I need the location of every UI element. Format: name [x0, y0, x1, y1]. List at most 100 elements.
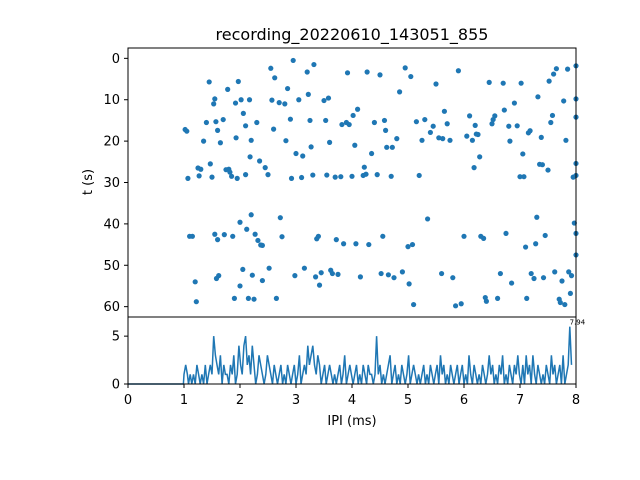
- scatter-point: [325, 95, 332, 101]
- scatter-point: [315, 233, 321, 239]
- scatter-point: [441, 108, 447, 114]
- scatter-point: [366, 241, 372, 248]
- scatter-panel: 0 10 20 30 40 50 60 t (s): [81, 47, 579, 318]
- scatter-y-axis-label: t (s): [81, 169, 96, 195]
- scatter-point: [254, 119, 260, 126]
- scatter-point: [352, 142, 358, 148]
- scatter-point: [212, 96, 218, 102]
- scatter-point: [300, 153, 306, 159]
- scatter-y-tick-label: 30: [103, 176, 120, 191]
- scatter-point: [189, 233, 195, 239]
- scatter-point: [533, 241, 539, 247]
- scatter-point: [311, 61, 317, 68]
- scatter-point: [292, 273, 298, 279]
- scatter-point: [251, 296, 257, 302]
- scatter-point: [450, 275, 456, 281]
- scatter-point: [329, 270, 335, 277]
- scatter-point: [279, 234, 285, 240]
- scatter-point: [559, 278, 565, 284]
- scatter-point: [534, 214, 540, 220]
- scatter-point: [323, 117, 329, 124]
- scatter-point: [307, 117, 313, 124]
- scatter-point: [243, 123, 249, 129]
- scatter-point: [566, 269, 572, 275]
- scatter-point: [247, 154, 253, 160]
- scatter-point: [185, 175, 191, 181]
- histogram-x-tick-label: 0: [124, 393, 132, 408]
- scatter-point: [483, 298, 489, 304]
- scatter-point: [381, 117, 388, 124]
- scatter-point: [237, 283, 243, 289]
- scatter-point: [495, 295, 501, 301]
- scatter-point: [244, 226, 250, 232]
- scatter-point: [318, 270, 324, 276]
- scatter-point: [521, 174, 527, 180]
- scatter-point: [388, 173, 394, 179]
- scatter-point: [539, 162, 546, 168]
- scatter-point: [548, 119, 554, 126]
- scatter-point: [500, 80, 506, 86]
- scatter-point: [259, 277, 265, 284]
- scatter-point: [305, 91, 311, 97]
- scatter-point: [193, 299, 199, 305]
- scatter-point: [378, 270, 384, 277]
- scatter-point: [277, 215, 283, 221]
- scatter-point: [245, 295, 251, 301]
- scatter-point: [234, 175, 240, 181]
- scatter-point: [273, 295, 279, 301]
- scatter-point: [406, 281, 412, 287]
- scatter-point: [192, 279, 198, 285]
- scatter-point: [213, 119, 219, 125]
- scatter-point: [489, 121, 495, 127]
- scatter-point: [238, 97, 244, 103]
- scatter-point: [563, 137, 569, 143]
- scatter-y-tick-label: 0: [112, 52, 120, 67]
- scatter-point: [503, 230, 509, 237]
- scatter-point: [553, 66, 560, 72]
- scatter-point: [266, 265, 272, 271]
- histogram-x-tick-label: 3: [292, 393, 300, 408]
- scatter-point: [436, 135, 442, 141]
- scatter-point: [377, 72, 383, 78]
- scatter-point: [389, 144, 395, 150]
- histogram-x-tick-label: 5: [404, 393, 412, 408]
- scatter-point: [552, 269, 558, 275]
- scatter-point: [308, 144, 314, 150]
- scatter-point: [207, 161, 213, 167]
- scatter-point: [237, 219, 243, 225]
- scatter-point: [492, 113, 498, 119]
- scatter-point: [220, 116, 226, 123]
- scatter-point: [229, 173, 235, 179]
- scatter-point: [540, 275, 547, 281]
- scatter-point: [405, 244, 411, 250]
- scatter-point: [469, 137, 475, 143]
- scatter-point: [350, 112, 356, 119]
- scatter-point: [259, 242, 265, 249]
- scatter-point: [225, 86, 231, 92]
- scatter-point: [568, 273, 575, 279]
- histogram-x-ticks: 0 1 2 3 4 5 6 7 8: [124, 384, 580, 408]
- scatter-point: [535, 94, 541, 100]
- scatter-point: [523, 244, 529, 250]
- scatter-point: [411, 301, 417, 308]
- scatter-point: [293, 150, 299, 157]
- scatter-point: [565, 66, 571, 72]
- scatter-point: [230, 233, 236, 239]
- scatter-point: [268, 65, 274, 71]
- scatter-point: [416, 172, 422, 179]
- scatter-point: [324, 172, 330, 178]
- scatter-point: [248, 137, 254, 143]
- scatter-point: [221, 232, 227, 238]
- histogram-y-tick-label: 0: [112, 378, 120, 393]
- scatter-point: [333, 237, 339, 243]
- scatter-point: [211, 101, 217, 107]
- scatter-point: [201, 138, 207, 144]
- scatter-point: [364, 69, 370, 75]
- scatter-point: [402, 65, 408, 71]
- scatter-point: [408, 73, 414, 80]
- scatter-point: [353, 241, 359, 247]
- scatter-point: [257, 158, 263, 164]
- scatter-point: [399, 269, 405, 275]
- scatter-point: [477, 154, 483, 160]
